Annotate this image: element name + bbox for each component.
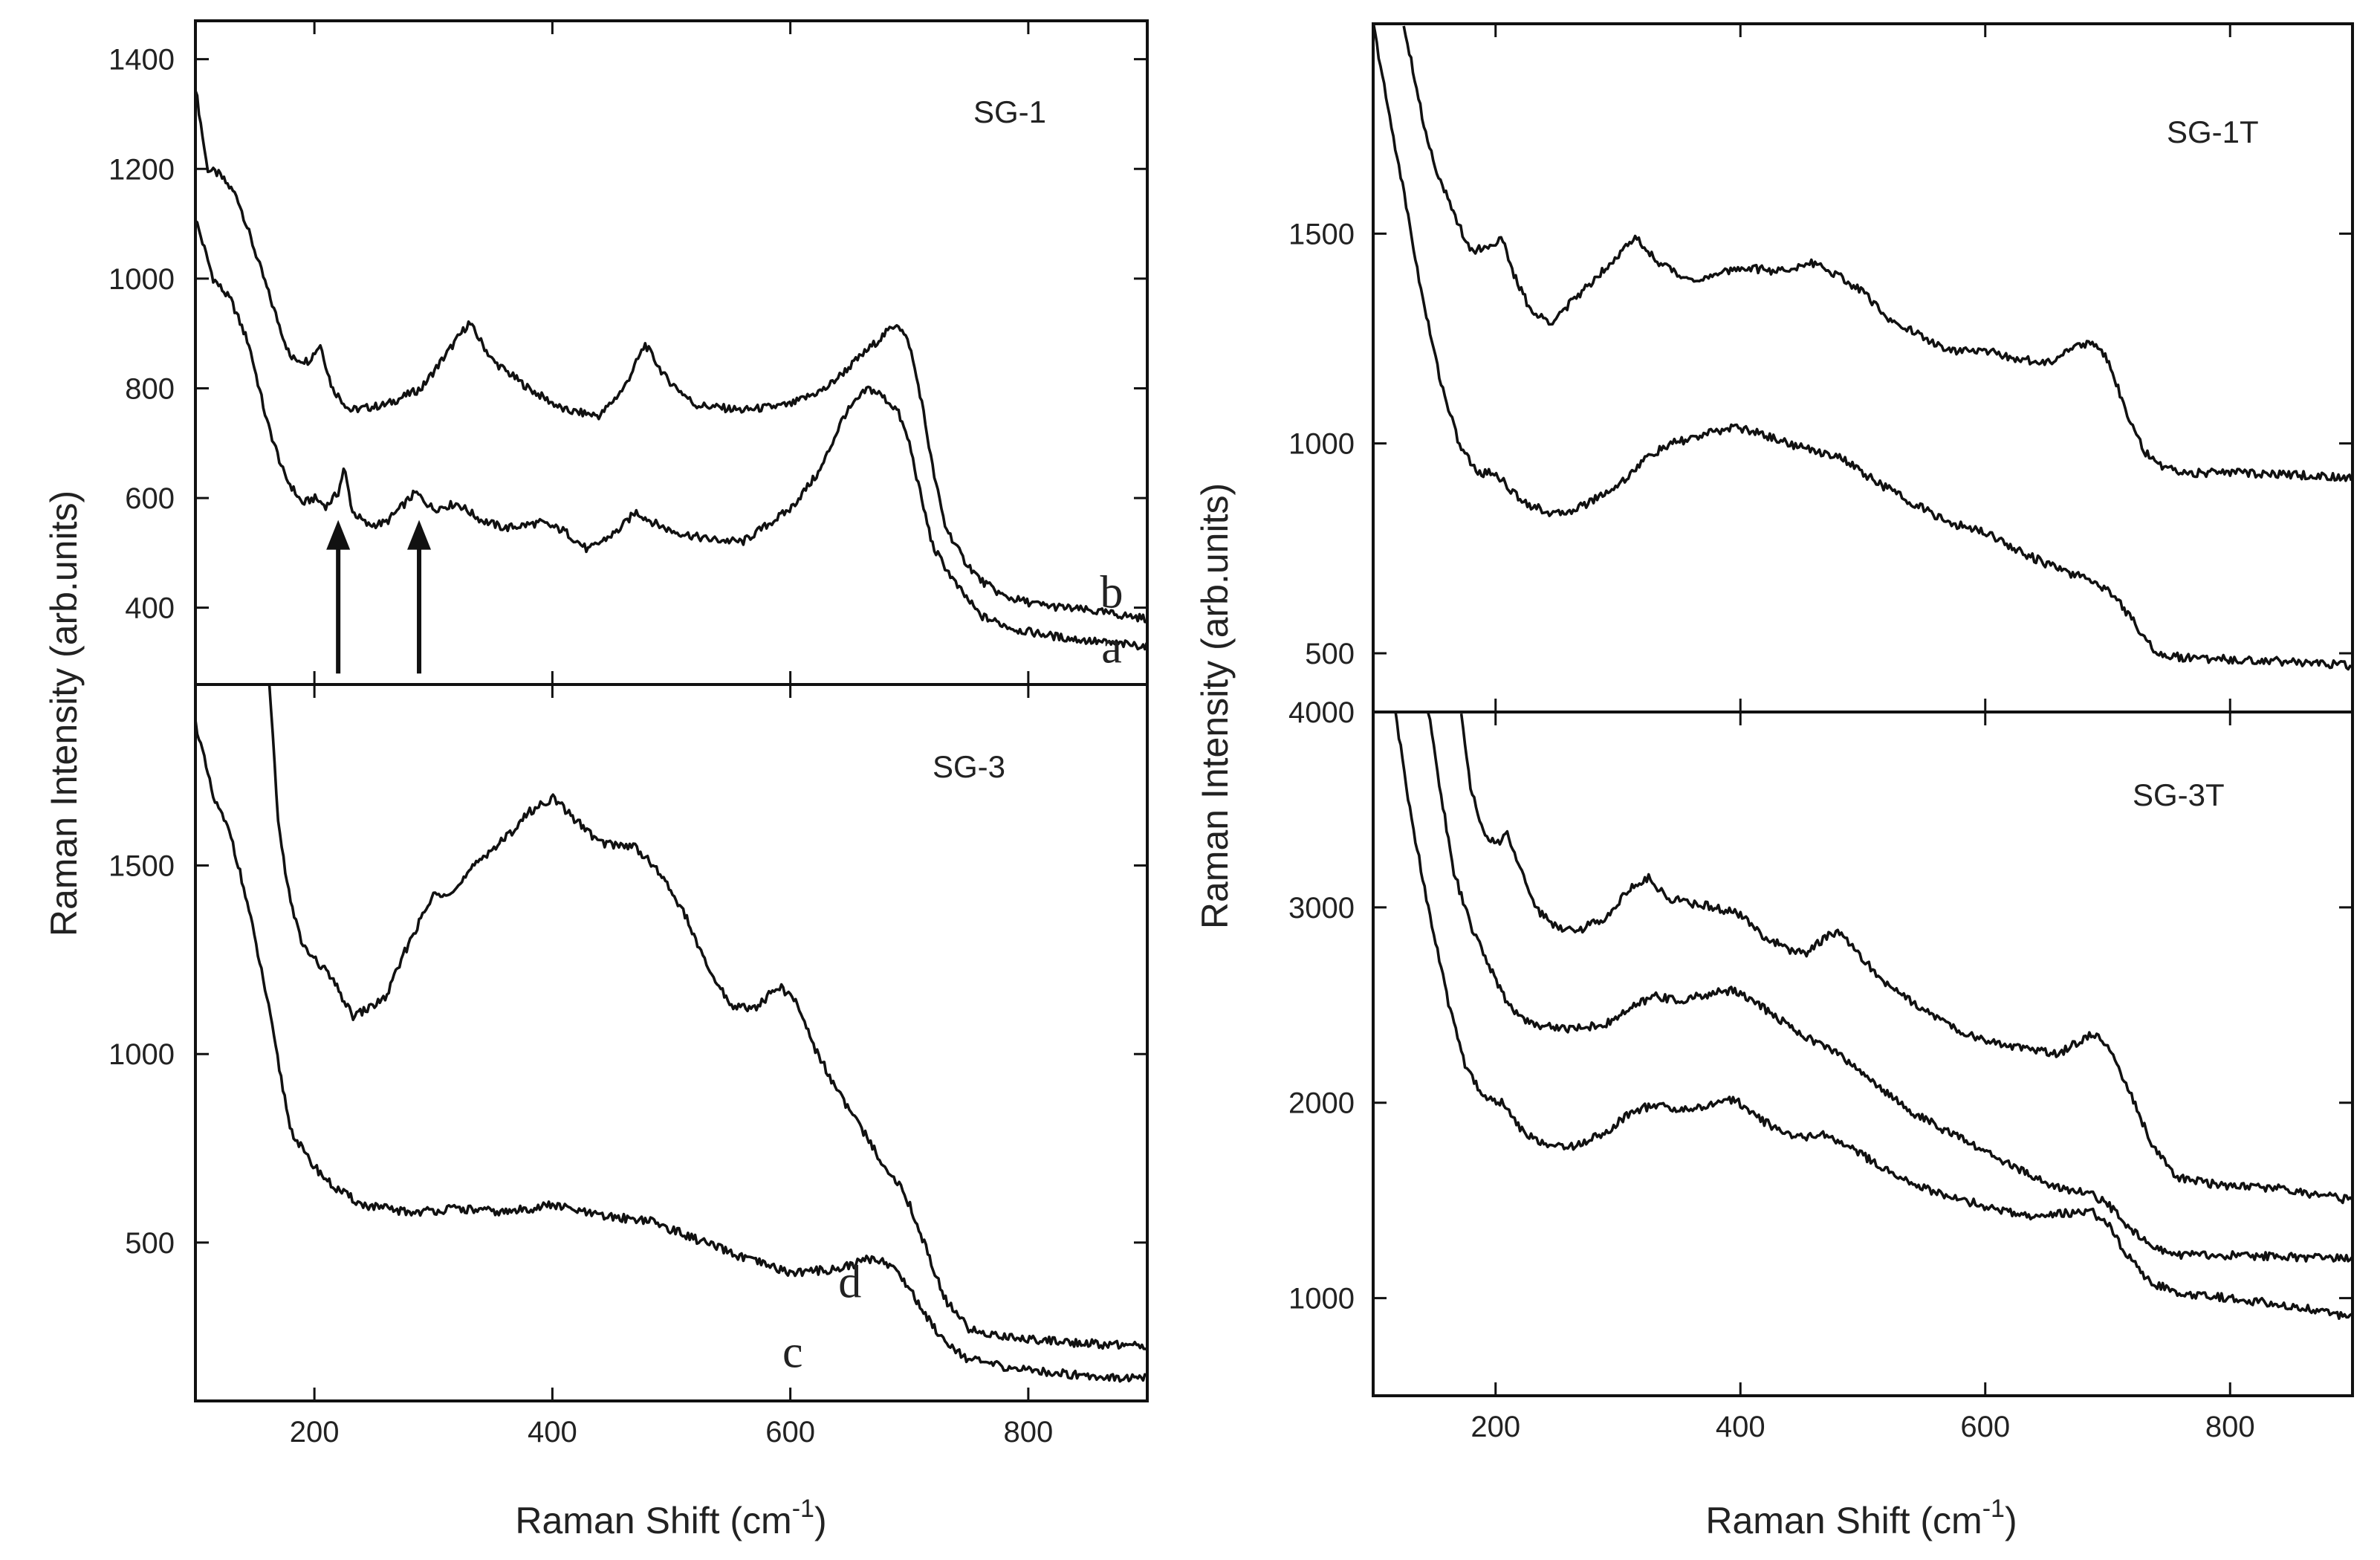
sg3-ytick-label: 1500 — [108, 850, 175, 883]
left-x-axis-title-sup: -1 — [792, 1495, 814, 1523]
sg1t-ytick-label: 1000 — [1288, 428, 1355, 461]
right-x-axis-title: Raman Shift (cm-1) — [1705, 1495, 2017, 1541]
sg3-xtick-label: 400 — [528, 1416, 577, 1449]
sg3-xtick-label: 200 — [290, 1416, 340, 1449]
sg3-series-d — [267, 684, 1147, 1351]
sg3t-xtick-label: 200 — [1471, 1411, 1520, 1443]
sg1-curve-label-b: b — [1100, 568, 1123, 618]
sg3t-ytick-label: 1000 — [1288, 1283, 1355, 1315]
sg3-ytick-label: 1000 — [108, 1038, 175, 1071]
right-x-axis-title-close: ) — [2005, 1500, 2017, 1541]
sg3-curve-label-d: d — [838, 1257, 861, 1307]
sg3t-xtick-label: 800 — [2205, 1411, 2255, 1443]
sg1t-ytick-label: 1500 — [1288, 218, 1355, 250]
arrow-head — [407, 520, 432, 550]
sg1t-ytick-label: 500 — [1305, 638, 1355, 670]
sg3t-series-bottom — [1394, 712, 2353, 1320]
sg3t-ytick-label: 3000 — [1288, 892, 1355, 925]
sg1-series-a — [195, 219, 1147, 651]
sg1-curve-label-a: a — [1101, 622, 1122, 673]
right-x-axis-title-main: Raman Shift (cm — [1705, 1500, 1982, 1541]
panel-sg1-title: SG-1 — [973, 94, 1046, 129]
sg3-series-c — [195, 719, 1147, 1383]
panel-sg3t-title: SG-3T — [2133, 777, 2225, 812]
left-x-axis-title-close: ) — [814, 1500, 827, 1541]
sg1-series-b — [195, 90, 1147, 624]
sg1t-series-upper — [1402, 25, 2353, 482]
right-x-axis-title-sup: -1 — [1982, 1495, 2005, 1523]
sg3-xtick-label: 600 — [765, 1416, 815, 1449]
sg1-ytick-label: 600 — [125, 482, 175, 515]
sg1-ytick-label: 1400 — [108, 44, 175, 77]
sg1t-series-lower — [1373, 24, 2353, 671]
sg3-xtick-label: 800 — [1004, 1416, 1054, 1449]
sg1-arrow-1 — [407, 520, 432, 674]
sg1-ytick-label: 1000 — [108, 263, 175, 296]
sg3-ytick-label: 500 — [125, 1227, 175, 1260]
left-x-axis-title-main: Raman Shift (cm — [515, 1500, 791, 1541]
curves-layer — [195, 24, 2353, 1383]
sg3t-ytick-label: 4000 — [1288, 696, 1355, 729]
panel-sg3-title: SG-3 — [933, 749, 1005, 784]
sg3t-ytick-label: 2000 — [1288, 1087, 1355, 1120]
sg3t-series-top — [1459, 713, 2353, 1205]
arrow-head — [326, 520, 351, 550]
ticks-layer: 400 600 800 1000 1200 1400 200 400 600 800 500 1000… — [108, 21, 2353, 1449]
sg3t-xtick-label: 600 — [1960, 1411, 2010, 1443]
sg1-ytick-label: 1200 — [108, 153, 175, 186]
sg1-arrow-0 — [326, 520, 351, 674]
sg1-ytick-label: 800 — [125, 372, 175, 405]
annotations-layer: ba dc — [326, 520, 1123, 1377]
sg3t-series-middle — [1427, 713, 2353, 1263]
sg3t-xtick-label: 400 — [1716, 1411, 1765, 1443]
panel-sg1t-title: SG-1T — [2167, 114, 2259, 149]
left-x-axis-title: Raman Shift (cm-1) — [515, 1495, 826, 1541]
left-y-axis-title: Raman Intensity (arb.units) — [43, 491, 85, 936]
sg1-ytick-label: 400 — [125, 592, 175, 625]
sg3-curve-label-c: c — [782, 1327, 803, 1377]
panel-sg3-frame — [194, 683, 1149, 1402]
panel-sg3t-frame — [1372, 711, 2354, 1397]
right-y-axis-title: Raman Intensity (arb.units) — [1194, 483, 1236, 929]
